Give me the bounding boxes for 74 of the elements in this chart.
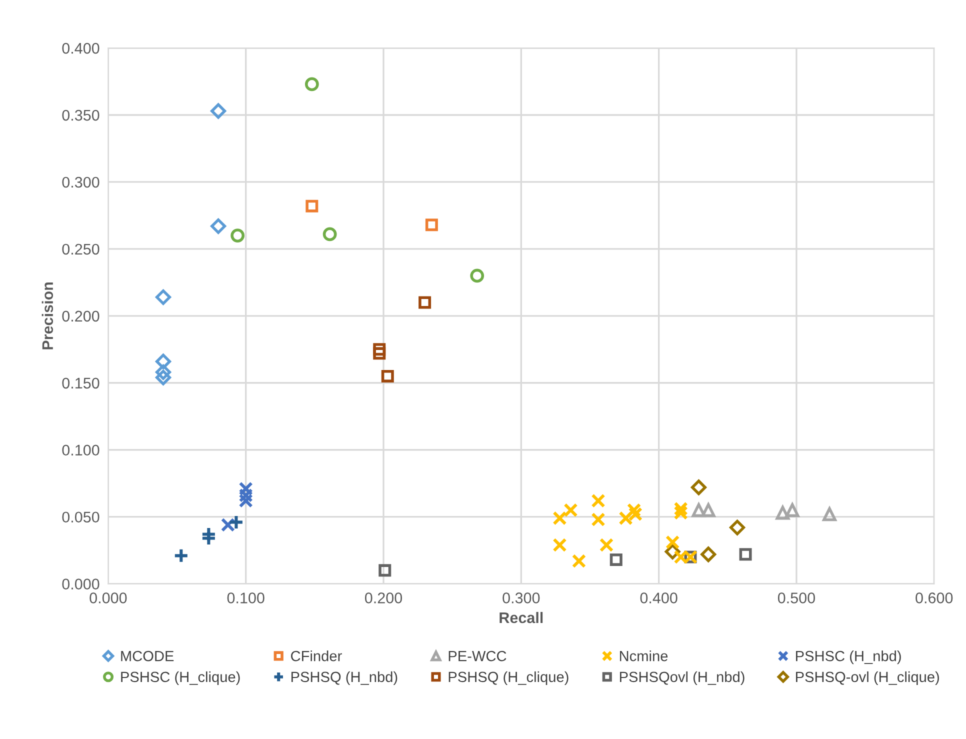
legend-label: PE-WCC xyxy=(448,650,506,662)
legend-label: PSHSQ (H_nbd) xyxy=(291,671,398,685)
y-tick-label: 0.300 xyxy=(62,176,100,188)
x-tick-label: 0.200 xyxy=(364,592,402,604)
point xyxy=(373,347,386,360)
point xyxy=(739,548,752,561)
point xyxy=(200,530,216,546)
point xyxy=(381,370,394,382)
x-tick-label: 0.400 xyxy=(640,592,678,604)
x-tick-label: 0.300 xyxy=(502,592,540,604)
point xyxy=(674,506,688,520)
y-tick-label: 0.400 xyxy=(62,42,100,54)
legend-label: Ncmine xyxy=(620,650,668,662)
point xyxy=(470,268,484,283)
point xyxy=(306,200,318,212)
point xyxy=(785,503,800,518)
y-axis-title: Precision xyxy=(42,282,54,350)
y-tick-label: 0.100 xyxy=(62,444,100,456)
point xyxy=(730,520,746,536)
point xyxy=(572,554,586,568)
y-tick-label: 0.150 xyxy=(62,378,100,389)
point xyxy=(564,503,578,518)
point xyxy=(238,494,253,508)
x-tick-label: 0.600 xyxy=(916,592,953,604)
y-tick-label: 0.250 xyxy=(62,244,100,255)
point xyxy=(238,482,253,496)
point xyxy=(425,218,438,232)
point xyxy=(173,548,189,564)
point xyxy=(665,535,680,550)
point xyxy=(228,514,244,530)
point xyxy=(591,494,606,508)
x-tick-label: 0.000 xyxy=(90,592,127,604)
y-tick-label: 0.200 xyxy=(62,310,100,322)
x-tick-label: 0.500 xyxy=(778,592,815,604)
point xyxy=(599,538,614,552)
y-tick-label: 0.050 xyxy=(62,512,100,523)
point xyxy=(230,228,245,242)
legend-label: CFinder xyxy=(291,650,342,662)
point xyxy=(155,354,172,370)
point xyxy=(626,503,642,518)
point xyxy=(304,77,319,92)
point xyxy=(700,546,716,562)
point xyxy=(701,503,716,518)
point xyxy=(210,218,226,234)
x-tick-label: 0.100 xyxy=(227,592,264,604)
point xyxy=(822,507,836,522)
legend-label: PSHSC (H_nbd) xyxy=(796,650,901,664)
point xyxy=(591,512,606,527)
point xyxy=(664,544,680,560)
point xyxy=(418,296,432,309)
point xyxy=(674,502,688,516)
point xyxy=(378,564,392,577)
x-axis-title: Recall xyxy=(500,612,543,624)
point xyxy=(552,538,567,552)
y-tick-label: 0.350 xyxy=(62,110,100,121)
y-tick-label: 0.000 xyxy=(62,578,100,590)
point xyxy=(552,511,567,526)
point xyxy=(155,289,172,305)
legend-label: PSHSQovl (H_nbd) xyxy=(620,671,744,685)
point xyxy=(610,553,622,566)
point xyxy=(210,103,226,119)
point xyxy=(373,343,386,356)
legend-label: PSHSC (H_clique) xyxy=(121,671,240,685)
legend-label: PSHSQ (H_clique) xyxy=(448,671,568,685)
point xyxy=(155,370,172,386)
point xyxy=(776,506,790,520)
point xyxy=(238,488,253,502)
legend-label: PSHSQ-ovl (H_clique) xyxy=(796,671,939,685)
point xyxy=(220,518,236,532)
point xyxy=(155,364,172,380)
point xyxy=(690,480,707,496)
point xyxy=(692,503,706,518)
point xyxy=(322,227,337,242)
legend-label: MCODE xyxy=(121,650,174,662)
